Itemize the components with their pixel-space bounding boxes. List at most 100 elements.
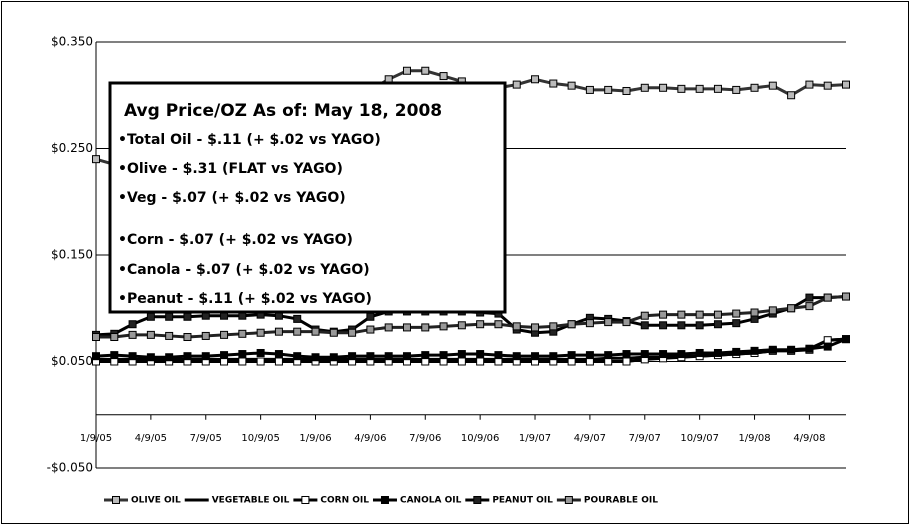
marker bbox=[421, 323, 430, 332]
marker bbox=[564, 496, 573, 504]
marker bbox=[695, 84, 704, 93]
marker bbox=[384, 352, 393, 361]
marker bbox=[549, 322, 558, 331]
marker bbox=[787, 91, 796, 100]
marker bbox=[750, 346, 759, 355]
marker bbox=[380, 496, 389, 504]
marker bbox=[293, 327, 302, 336]
marker bbox=[677, 350, 686, 359]
marker bbox=[473, 496, 482, 504]
marker bbox=[713, 320, 722, 329]
marker bbox=[274, 357, 283, 366]
marker bbox=[531, 323, 540, 332]
marker bbox=[146, 312, 155, 321]
marker bbox=[567, 320, 576, 329]
annotation-line: •Corn - $.07 (+ $.02 vs YAGO) bbox=[118, 232, 353, 248]
marker bbox=[750, 83, 759, 92]
marker bbox=[512, 322, 521, 331]
marker bbox=[512, 352, 521, 361]
marker bbox=[640, 311, 649, 320]
marker bbox=[146, 353, 155, 362]
x-tick-label: 4/9/07 bbox=[574, 433, 606, 444]
annotation-line: •Peanut - $.11 (+ $.02 vs YAGO) bbox=[118, 291, 372, 307]
marker bbox=[622, 350, 631, 359]
marker bbox=[366, 312, 375, 321]
legend-label: POURABLE OIL bbox=[584, 496, 658, 506]
marker bbox=[659, 310, 668, 319]
marker bbox=[604, 85, 613, 94]
x-tick-label: 4/9/08 bbox=[793, 433, 825, 444]
marker bbox=[128, 330, 137, 339]
legend-label: PEANUT OIL bbox=[492, 496, 553, 506]
marker bbox=[274, 327, 283, 336]
marker bbox=[183, 312, 192, 321]
marker bbox=[622, 318, 631, 327]
marker bbox=[787, 345, 796, 354]
marker bbox=[402, 323, 411, 332]
marker bbox=[659, 83, 668, 92]
marker bbox=[842, 292, 850, 301]
marker bbox=[183, 352, 192, 361]
marker bbox=[293, 314, 302, 323]
marker bbox=[604, 351, 613, 360]
marker bbox=[805, 302, 814, 311]
marker bbox=[494, 351, 503, 360]
marker bbox=[476, 357, 485, 366]
marker bbox=[348, 352, 357, 361]
marker bbox=[695, 321, 704, 330]
legend-label: OLIVE OIL bbox=[131, 496, 181, 506]
marker bbox=[165, 353, 174, 362]
marker bbox=[842, 80, 850, 89]
marker bbox=[92, 155, 100, 164]
marker bbox=[220, 351, 229, 360]
marker bbox=[384, 323, 393, 332]
marker bbox=[238, 357, 247, 366]
marker bbox=[732, 319, 741, 328]
marker bbox=[805, 80, 814, 89]
annotation-line: •Olive - $.31 (FLAT vs YAGO) bbox=[118, 161, 343, 177]
y-tick-label: $0.350 bbox=[51, 35, 93, 49]
annotation-line: •Total Oil - $.11 (+ $.02 vs YAGO) bbox=[118, 132, 381, 148]
marker bbox=[604, 318, 613, 327]
marker bbox=[695, 348, 704, 357]
marker bbox=[585, 319, 594, 328]
marker bbox=[366, 352, 375, 361]
marker bbox=[439, 72, 448, 81]
x-tick-label: 7/9/05 bbox=[190, 433, 222, 444]
marker bbox=[146, 330, 155, 339]
marker bbox=[640, 83, 649, 92]
legend-label: VEGETABLE OIL bbox=[212, 496, 290, 506]
marker bbox=[220, 330, 229, 339]
marker bbox=[183, 333, 192, 342]
marker bbox=[768, 306, 777, 315]
x-tick-label: 10/9/07 bbox=[680, 433, 719, 444]
annotation-line: •Veg - $.07 (+ $.02 vs YAGO) bbox=[118, 190, 346, 206]
marker bbox=[92, 352, 100, 361]
marker bbox=[128, 320, 137, 329]
marker bbox=[750, 308, 759, 317]
x-tick-label: 4/9/06 bbox=[354, 433, 386, 444]
marker bbox=[301, 496, 310, 504]
marker bbox=[201, 331, 210, 340]
marker bbox=[677, 310, 686, 319]
marker bbox=[329, 353, 338, 362]
x-tick-label: 1/9/05 bbox=[80, 433, 112, 444]
x-tick-label: 4/9/05 bbox=[135, 433, 167, 444]
y-tick-label: -$0.050 bbox=[47, 461, 93, 475]
series bbox=[92, 335, 850, 362]
marker bbox=[787, 304, 796, 313]
marker bbox=[713, 348, 722, 357]
marker bbox=[256, 348, 265, 357]
marker bbox=[842, 335, 850, 344]
marker bbox=[823, 293, 832, 302]
marker bbox=[311, 353, 320, 362]
marker bbox=[439, 322, 448, 331]
marker bbox=[732, 85, 741, 94]
marker bbox=[567, 351, 576, 360]
marker bbox=[732, 309, 741, 318]
marker bbox=[256, 357, 265, 366]
marker bbox=[640, 321, 649, 330]
x-tick-label: 1/9/07 bbox=[519, 433, 551, 444]
marker bbox=[165, 331, 174, 340]
